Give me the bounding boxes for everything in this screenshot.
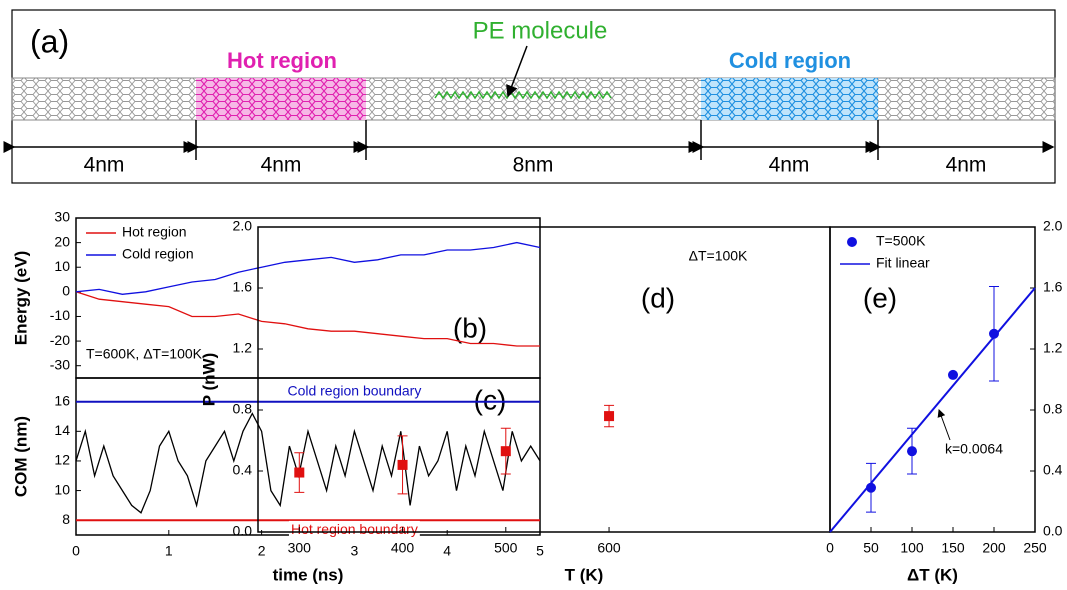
line-label: Cold region boundary (287, 382, 421, 398)
data-line (75, 241, 541, 295)
x-tick-label: 5 (536, 543, 544, 559)
y-tick-label: 0.4 (233, 462, 253, 478)
segment-label: 4nm (261, 154, 302, 177)
dimensions (3, 120, 1055, 160)
annotation: k=0.0064 (945, 441, 1003, 457)
data-line (829, 287, 1036, 533)
y-tick-label: 0.8 (233, 401, 253, 417)
label-background (285, 382, 424, 399)
x-tick-label: 0 (826, 540, 834, 556)
nanotube (11, 77, 1056, 121)
panel-label: (b) (453, 312, 487, 343)
annotation: ΔT=100K (689, 248, 748, 264)
point (948, 369, 958, 380)
y-axis-label: COM (nm) (11, 416, 30, 497)
y-tick-label: 14 (54, 422, 70, 438)
y-tick-label: -30 (50, 356, 70, 372)
y-tick-label: -10 (50, 307, 70, 323)
chart-panel: -30 -20 -10 0 10 20 30 Energy (eV) (b) T=600K, ΔT… (11, 209, 541, 379)
data-line (75, 291, 540, 347)
segment-label: 4nm (84, 154, 125, 177)
point (500, 446, 511, 457)
chart-panel: 0.0 0.4 0.8 1.2 1.6 2.0 0 50 100 150 200 250 ΔT (K) (… (826, 218, 1063, 585)
legend-marker (847, 237, 857, 247)
panel-label: (e) (863, 282, 897, 313)
point (397, 459, 408, 470)
point (294, 467, 305, 478)
molecule-label: PE molecule (473, 17, 608, 44)
y-tick-label: 0.8 (1043, 401, 1063, 417)
cold-label: Cold region (729, 48, 851, 73)
y-tick-label: 2.0 (1043, 218, 1063, 234)
point (604, 411, 615, 422)
x-tick-label: 600 (597, 540, 621, 556)
pe-molecule (434, 90, 612, 100)
x-axis-label: time (ns) (273, 565, 344, 584)
y-axis-label: Energy (eV) (11, 251, 30, 345)
y-tick-label: 16 (54, 392, 70, 408)
segment-label: 4nm (769, 154, 810, 177)
y-tick-label: 0.0 (233, 523, 253, 539)
x-tick-label: 4 (443, 543, 451, 559)
y-tick-label: 12 (54, 452, 70, 468)
x-tick-label: 50 (863, 540, 879, 556)
line-label: Hot region boundary (291, 521, 418, 537)
x-axis-label: T (K) (565, 565, 604, 584)
data-line (75, 412, 541, 514)
schematic: (a) Hot region PE molecule Cold region 4… (3, 9, 1056, 184)
y-tick-label: 20 (54, 233, 70, 249)
cold-region (701, 78, 878, 120)
label-background (288, 520, 420, 537)
annotation: T=600K, ΔT=100K (86, 346, 203, 362)
y-tick-label: 10 (54, 481, 70, 497)
x-tick-label: 500 (494, 540, 518, 556)
y-tick-label: -20 (50, 332, 70, 348)
x-axis-label: ΔT (K) (907, 565, 958, 584)
y-tick-label: 30 (54, 209, 70, 225)
x-tick-label: 200 (982, 540, 1006, 556)
point (989, 328, 999, 339)
segment-label: 4nm (946, 154, 987, 177)
panel-label: (d) (641, 282, 675, 313)
legend-label: Cold region (122, 246, 194, 262)
chart-panel: 0.0 0.4 0.8 1.2 1.6 2.0 300 400 500 600 P (nW) T (K… (199, 218, 831, 584)
y-axis-label: P (nW) (199, 353, 218, 407)
x-tick-label: 300 (288, 540, 312, 556)
hot-label: Hot region (227, 48, 337, 73)
legend-label: Hot region (122, 224, 187, 240)
y-tick-label: 0.4 (1043, 462, 1063, 478)
x-tick-label: 3 (351, 543, 359, 559)
y-tick-label: 1.6 (1043, 279, 1063, 295)
x-tick-label: 1 (165, 543, 173, 559)
x-tick-label: 100 (900, 540, 924, 556)
panel-label: (c) (474, 384, 507, 415)
y-tick-label: 1.6 (233, 279, 253, 295)
y-tick-label: 0.0 (1043, 523, 1063, 539)
hot-region (196, 78, 366, 120)
panel-label: (a) (30, 23, 69, 59)
x-tick-label: 0 (72, 543, 80, 559)
legend-label: Fit linear (876, 255, 930, 271)
y-tick-label: 10 (54, 258, 70, 274)
annotation-arrow (937, 409, 951, 441)
legend-label: T=500K (876, 233, 926, 249)
y-tick-label: 0 (62, 283, 70, 299)
point (907, 446, 917, 457)
x-tick-label: 2 (258, 543, 266, 559)
x-tick-label: 150 (941, 540, 965, 556)
y-tick-label: 1.2 (1043, 340, 1063, 356)
molecule-arrow (506, 45, 528, 98)
segment-label: 8nm (513, 154, 554, 177)
plot-frame (829, 226, 1036, 533)
plot-frame (257, 226, 831, 533)
x-tick-label: 400 (391, 540, 415, 556)
x-tick-label: 250 (1023, 540, 1047, 556)
y-tick-label: 2.0 (233, 218, 253, 234)
y-tick-label: 1.2 (233, 340, 253, 356)
y-tick-label: 8 (62, 511, 70, 527)
